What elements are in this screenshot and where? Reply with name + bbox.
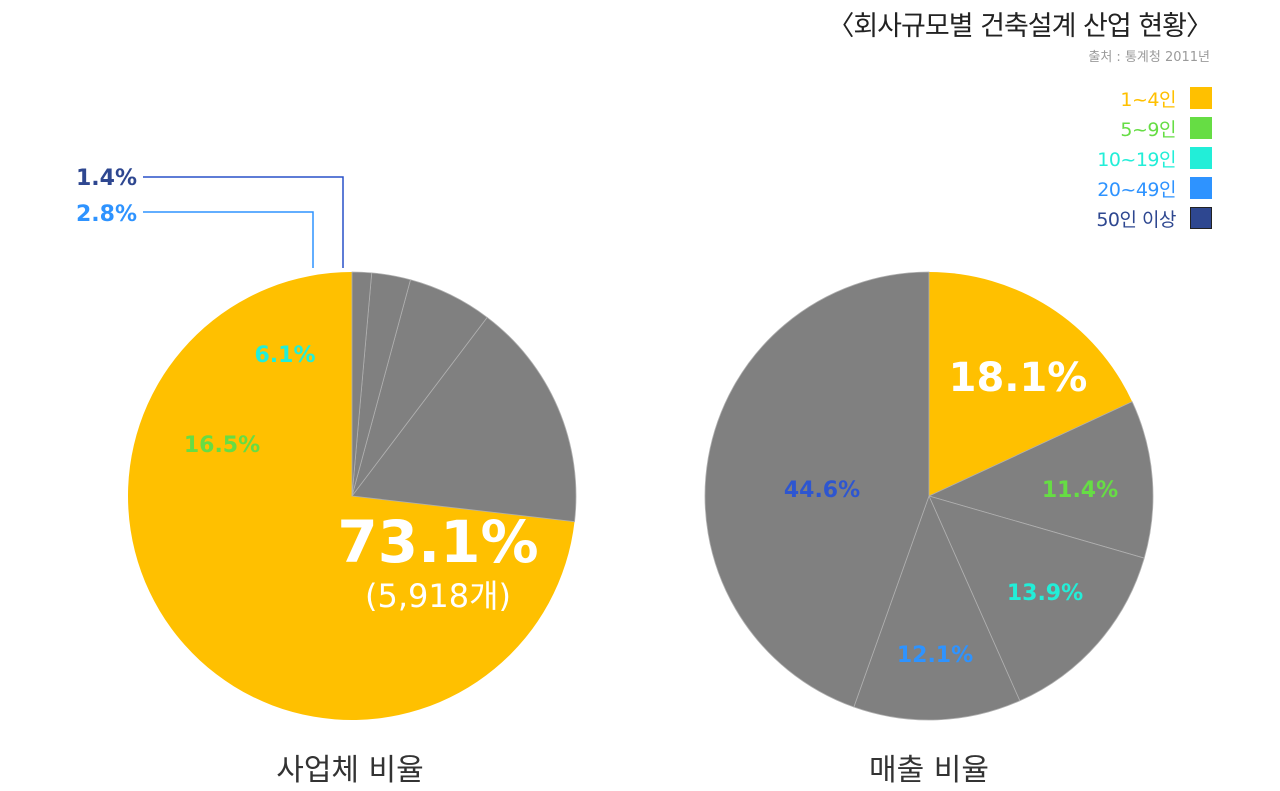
legend-item: 1~4인 (1120, 86, 1212, 111)
slice-label: 16.5% (184, 433, 260, 458)
pie-title: 매출 비율 (869, 753, 989, 788)
legend-item: 50인 이상 (1096, 206, 1212, 231)
legend-label: 5~9인 (1120, 118, 1176, 141)
legend-label: 20~49인 (1097, 178, 1176, 201)
legend-swatch (1190, 147, 1212, 169)
leader-line (143, 176, 344, 268)
pie-slice (128, 272, 575, 721)
legend-swatch (1190, 87, 1212, 109)
legend-label: 10~19인 (1097, 148, 1176, 171)
pie-slice (928, 495, 1145, 702)
legend-item: 20~49인 (1097, 176, 1212, 201)
pie-slice (853, 494, 1021, 721)
legend-label: 50인 이상 (1096, 208, 1176, 231)
pie-title: 사업체 비율 (276, 753, 424, 788)
legend-swatch (1190, 117, 1212, 139)
leader-line (143, 211, 314, 268)
legend-item: 10~19인 (1097, 146, 1212, 171)
highlight-count-label: (5,918개) (365, 577, 511, 615)
legend-label: 1~4인 (1120, 88, 1176, 111)
pie-slice (929, 272, 1133, 496)
pie-slice (351, 271, 373, 497)
pie-slice (351, 316, 577, 523)
slice-label: 44.6% (784, 478, 860, 503)
source-note: 출처 : 통계청 2011년 (1088, 50, 1210, 65)
slice-label: 13.9% (1007, 581, 1083, 606)
legend: 1~4인 5~9인 10~19인 20~49인 50인 이상 (1096, 86, 1212, 236)
slice-label: 6.1% (254, 343, 315, 368)
highlight-value-label: 73.1% (337, 508, 538, 576)
slice-label: 11.4% (1042, 478, 1118, 503)
legend-item: 5~9인 (1120, 116, 1212, 141)
slice-label: 12.1% (897, 643, 973, 668)
pie-slice (704, 271, 930, 708)
chart-title: 〈회사규모별 건축설계 산업 현황〉 (827, 11, 1213, 42)
pie-slice (927, 401, 1154, 559)
highlight-value-label: 18.1% (949, 355, 1088, 401)
slice-label: 2.8% (76, 202, 137, 227)
slice-label: 1.4% (76, 166, 137, 191)
legend-swatch (1190, 177, 1212, 199)
legend-swatch (1190, 207, 1212, 229)
